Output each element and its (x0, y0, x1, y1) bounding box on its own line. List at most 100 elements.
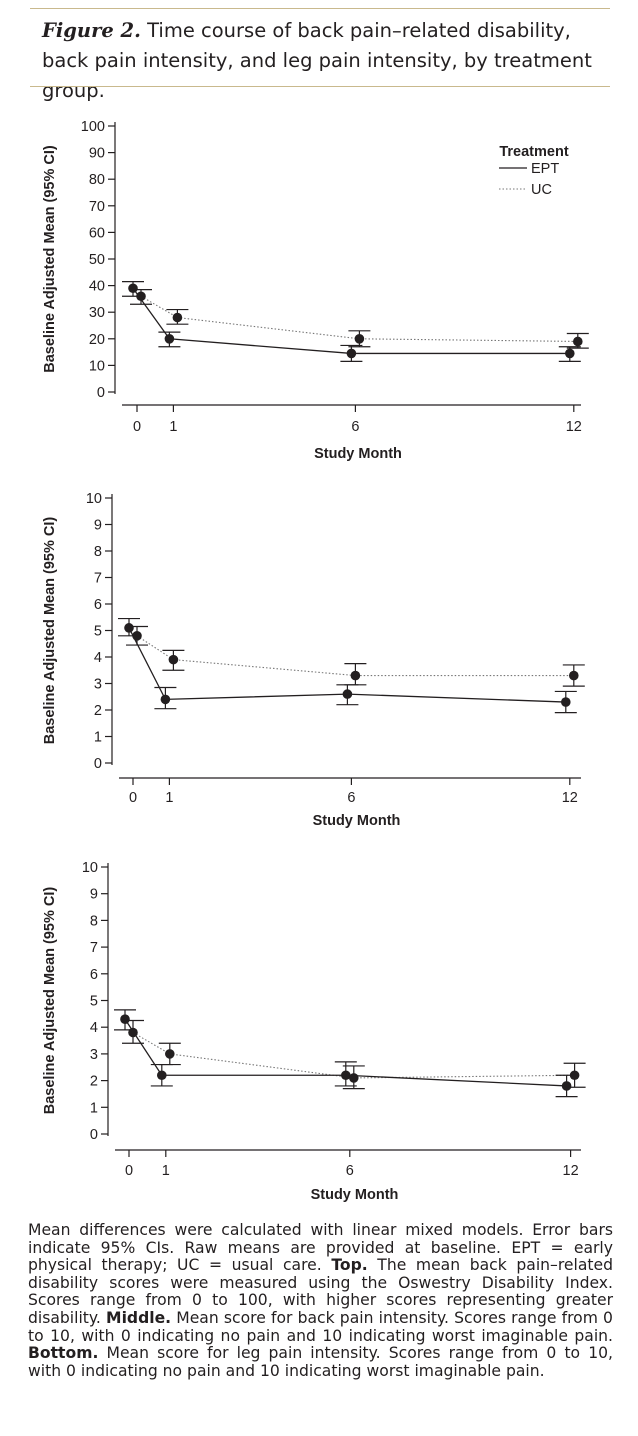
y-tick-label: 8 (90, 913, 98, 929)
y-tick-label: 4 (94, 650, 102, 666)
y-tick-label: 9 (90, 887, 98, 903)
data-point-ept (561, 1081, 572, 1091)
y-tick-label: 30 (89, 305, 105, 321)
caption-bottom-label: Bottom. (28, 1344, 99, 1363)
caption-bottom-text: Mean score for leg pain intensity. Score… (28, 1344, 613, 1380)
data-point-uc (132, 631, 142, 641)
y-tick-label: 70 (89, 199, 105, 215)
x-axis-title: Study Month (311, 1187, 399, 1203)
x-axis-title: Study Month (313, 813, 401, 829)
data-point-uc (349, 1073, 359, 1083)
chart-panel-bottom: 0 1 2 3 4 5 6 7 8 9 10 Baseline Adjusted Mean (95% … (0, 850, 638, 1225)
title-rule-bottom (30, 86, 610, 87)
series-line-ept (132, 287, 570, 355)
x-tick-label: 1 (162, 1163, 170, 1179)
y-tick-label: 50 (89, 252, 105, 268)
data-point-uc (172, 312, 183, 323)
data-point-uc (569, 1070, 580, 1081)
x-axis-title: Study Month (314, 446, 402, 462)
data-point-uc (136, 291, 146, 302)
data-point-uc (350, 670, 361, 681)
series-line-uc (136, 635, 574, 677)
data-point-uc (128, 1027, 138, 1038)
y-axis-title: Baseline Adjusted Mean (95% CI) (42, 145, 58, 373)
y-tick-label: 4 (90, 1020, 98, 1036)
series-line-uc (132, 1032, 575, 1079)
data-point-ept (164, 334, 175, 344)
y-tick-label: 6 (94, 597, 102, 613)
y-tick-label: 9 (94, 518, 102, 534)
data-point-uc (168, 654, 179, 665)
y-tick-label: 7 (90, 940, 98, 956)
x-tick-label: 12 (566, 419, 582, 435)
y-tick-label: 80 (89, 172, 105, 188)
y-tick-label: 90 (89, 146, 105, 162)
y-tick-label: 8 (94, 544, 102, 560)
y-tick-label: 7 (94, 571, 102, 587)
x-tick-label: 1 (165, 790, 173, 806)
data-point-ept (157, 1070, 167, 1081)
y-tick-label: 6 (90, 967, 98, 983)
x-tick-label: 1 (169, 419, 177, 435)
y-tick-label: 3 (90, 1047, 98, 1063)
data-point-uc (573, 336, 583, 347)
y-tick-label: 10 (82, 860, 98, 876)
data-point-uc (569, 670, 579, 681)
y-tick-label: 0 (97, 385, 105, 401)
y-axis-title: Baseline Adjusted Mean (95% CI) (42, 517, 58, 745)
data-point-ept (124, 623, 134, 633)
y-tick-label: 3 (94, 677, 102, 693)
y-tick-label: 0 (94, 756, 102, 772)
series-line-uc (140, 295, 578, 343)
series-line-ept (128, 627, 566, 703)
caption-top-label: Top. (331, 1256, 368, 1275)
y-tick-label: 20 (89, 332, 105, 348)
caption-top-text: The mean back pain–related disability sc… (28, 1256, 613, 1327)
legend-entry-uc: UC (531, 182, 552, 198)
data-point-uc (354, 334, 365, 344)
x-tick-label: 0 (125, 1163, 133, 1179)
x-tick-label: 12 (563, 1163, 579, 1179)
y-tick-label: 10 (89, 358, 105, 374)
series-line-ept (124, 1018, 567, 1087)
x-tick-label: 6 (347, 790, 355, 806)
y-tick-label: 10 (86, 491, 102, 507)
data-point-ept (120, 1014, 130, 1024)
x-tick-label: 12 (562, 790, 578, 806)
data-point-ept (128, 283, 138, 294)
data-point-uc (165, 1049, 175, 1059)
x-tick-label: 6 (351, 419, 359, 435)
y-tick-label: 40 (89, 279, 105, 295)
y-tick-label: 5 (90, 994, 98, 1010)
caption-middle-label: Middle. (106, 1308, 172, 1327)
legend-title: Treatment (499, 144, 568, 160)
legend-entry-ept: EPT (531, 161, 559, 177)
y-tick-label: 0 (90, 1127, 98, 1143)
y-tick-label: 100 (81, 119, 105, 135)
chart-panel-top: 0 10 20 30 40 50 60 70 80 90 100 Baseline Adjusted … (0, 110, 638, 485)
y-tick-label: 2 (94, 703, 102, 719)
caption-middle-text: Mean score for back pain intensity. Scor… (28, 1308, 613, 1345)
y-axis-title: Baseline Adjusted Mean (95% CI) (42, 887, 58, 1115)
data-point-ept (565, 348, 575, 359)
x-tick-label: 0 (129, 790, 137, 806)
y-tick-label: 60 (89, 225, 105, 241)
data-point-ept (160, 694, 171, 705)
y-tick-label: 5 (94, 624, 102, 640)
y-tick-label: 2 (90, 1074, 98, 1090)
data-point-ept (346, 348, 357, 359)
caption-intro: Mean differences were calculated with li… (28, 1221, 613, 1275)
figure-title-text: Time course of back pain–related disabil… (42, 19, 592, 102)
data-point-ept (342, 689, 353, 699)
chart-panel-middle: 0 1 2 3 4 5 6 7 8 9 10 Baseline Adjusted Mean (95% … (0, 478, 638, 853)
title-rule-top (30, 8, 610, 9)
figure-title: Figure 2. Time course of back pain–relat… (42, 16, 617, 106)
data-point-ept (561, 697, 571, 707)
figure-caption: Mean differences were calculated with li… (28, 1221, 613, 1380)
y-tick-label: 1 (94, 730, 102, 746)
x-tick-label: 0 (133, 419, 141, 435)
y-tick-label: 1 (90, 1100, 98, 1116)
